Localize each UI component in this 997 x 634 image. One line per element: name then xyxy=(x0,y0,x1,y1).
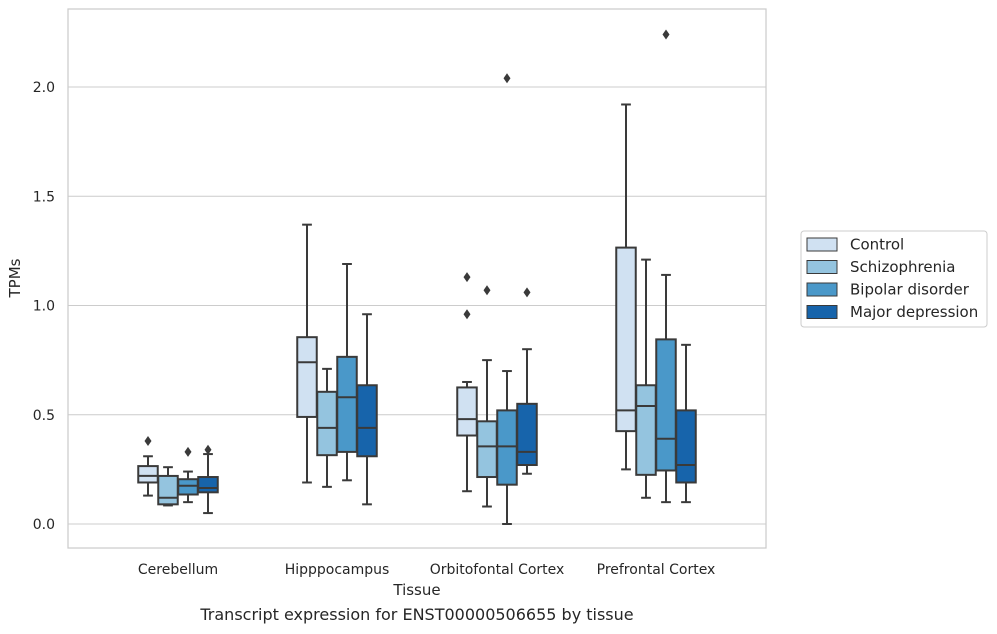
x-tick-label: Cerebellum xyxy=(138,562,218,578)
outlier-point xyxy=(523,287,531,298)
x-tick-labels: Cerebellum Hipppocampus Orbitofontal Corte… xyxy=(138,562,715,578)
outlier-point xyxy=(463,272,471,283)
y-axis-label: TPMs xyxy=(6,258,24,298)
y-tick-label: 0.0 xyxy=(33,517,55,533)
legend-swatch xyxy=(806,305,838,319)
x-tick-label: Orbitofontal Cortex xyxy=(430,562,565,578)
box-iqr xyxy=(496,409,518,486)
box-3-3 xyxy=(675,343,697,504)
y-tick-label: 2.0 xyxy=(33,80,55,96)
x-tick-label: Hipppocampus xyxy=(285,562,390,578)
box-1-0 xyxy=(296,223,318,484)
box-iqr xyxy=(356,384,378,458)
y-tick-label: 1.0 xyxy=(33,299,55,315)
y-tick-label: 0.5 xyxy=(33,408,55,424)
legend-frame xyxy=(800,230,988,328)
box-iqr xyxy=(316,390,338,457)
legend-label: Control xyxy=(850,236,904,254)
box-iqr xyxy=(516,402,538,467)
box-3-0 xyxy=(615,103,637,471)
box-0-3 xyxy=(197,444,219,515)
legend-swatch xyxy=(806,282,838,297)
y-tick-label: 1.5 xyxy=(33,189,55,205)
outlier-point xyxy=(204,444,212,455)
box-2-0 xyxy=(456,272,478,493)
box-2-3 xyxy=(516,287,538,475)
box-iqr xyxy=(197,476,219,494)
box-iqr xyxy=(336,355,358,453)
box-iqr xyxy=(476,420,498,479)
box-2-2 xyxy=(496,73,518,525)
box-iqr xyxy=(456,386,478,437)
box-0-2 xyxy=(177,446,199,504)
box-3-1 xyxy=(635,258,657,499)
box-iqr xyxy=(296,336,318,418)
legend-label: Major depression xyxy=(850,303,978,321)
box-iqr xyxy=(137,465,159,484)
legend: Control Schizophrenia Bipolar disorder Majo… xyxy=(800,230,988,328)
legend-label: Schizophrenia xyxy=(850,258,955,276)
x-axis-label: Tissue xyxy=(392,581,440,599)
outlier-point xyxy=(144,435,152,446)
figure-caption: Transcript expression for ENST0000050665… xyxy=(200,605,634,624)
box-iqr xyxy=(615,246,637,433)
outlier-point xyxy=(483,285,491,296)
box-3-2 xyxy=(655,29,677,504)
y-tick-labels: 0.0 0.5 1.0 1.5 2.0 xyxy=(33,80,55,533)
box-0-1 xyxy=(157,466,179,507)
box-1-3 xyxy=(356,313,378,506)
box-1-2 xyxy=(336,262,358,482)
box-iqr xyxy=(655,338,677,472)
box-iqr xyxy=(177,478,199,496)
box-iqr xyxy=(635,384,657,476)
box-iqr xyxy=(675,409,697,484)
legend-label: Bipolar disorder xyxy=(850,281,970,299)
outlier-point xyxy=(184,446,192,457)
outlier-point xyxy=(662,29,670,40)
box-1-1 xyxy=(316,367,338,488)
box-iqr xyxy=(157,474,179,506)
box-2-1 xyxy=(476,285,498,508)
legend-swatch xyxy=(806,237,838,252)
outlier-point xyxy=(503,73,511,84)
plot-frame xyxy=(67,8,767,549)
outlier-point xyxy=(463,309,471,320)
box-0-0 xyxy=(137,435,159,497)
legend-swatch xyxy=(806,260,838,274)
boxes xyxy=(137,29,697,525)
x-tick-label: Prefrontal Cortex xyxy=(597,562,716,578)
